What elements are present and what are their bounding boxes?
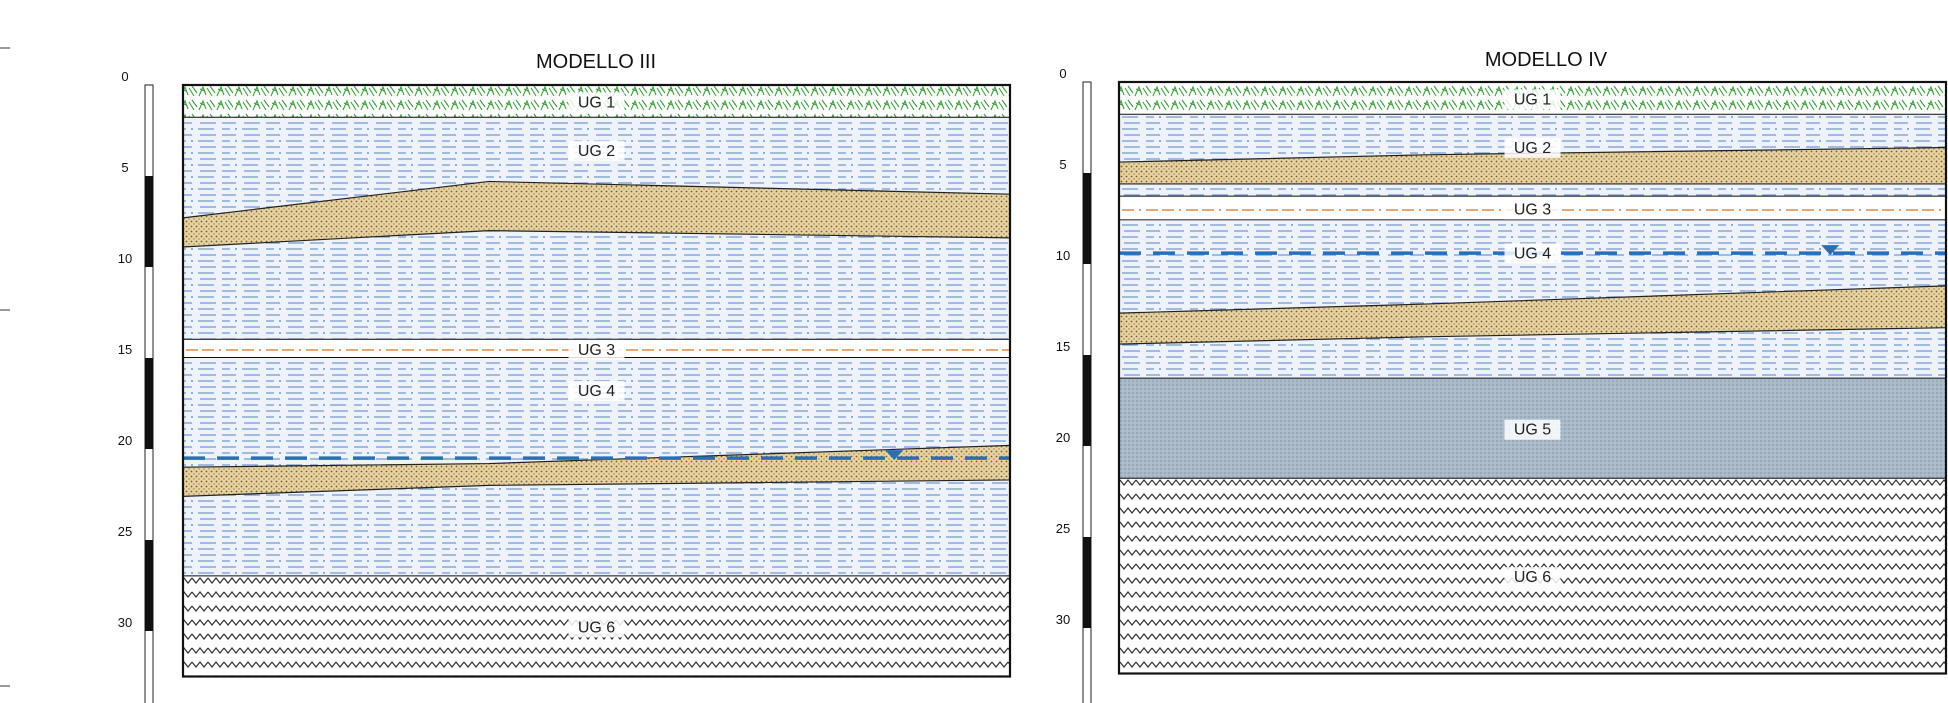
- model-iii-depth-scale: 0 5 10 15 20 25 30: [118, 69, 154, 703]
- model-iv-depth-scale: 0 5 10 15 20 25 30: [1056, 66, 1092, 703]
- depth-scale-segment: [1083, 355, 1091, 446]
- depth-tick-label: 10: [118, 251, 132, 266]
- depth-scale-segment: [145, 358, 153, 449]
- depth-tick-label: 0: [121, 69, 128, 84]
- unit-label-ug4: UG 4: [578, 383, 615, 400]
- unit-label-ug3: UG 3: [1514, 201, 1551, 218]
- unit-label-backdrop: [1504, 199, 1561, 220]
- depth-tick-label: 20: [118, 433, 132, 448]
- depth-scale-segment: [145, 176, 153, 267]
- unit-label-backdrop: [568, 339, 625, 360]
- unit-label-ug2: UG 2: [578, 143, 615, 160]
- model-iii-water-table: [183, 450, 1010, 461]
- unit-label-backdrop: [568, 140, 625, 161]
- unit-label-ug1: UG 1: [1514, 91, 1551, 108]
- depth-tick-label: 5: [121, 160, 128, 175]
- unit-label-backdrop: [1504, 567, 1561, 588]
- model-iii-frame: [181, 83, 1012, 678]
- unit-label-ug6: UG 6: [1514, 569, 1551, 586]
- unit-label-backdrop: [1504, 419, 1561, 440]
- model-iv-section: MODELLO IV 0 5 10 15 20 25 30 UG 1 UG 2 UG 3 UG 4…: [1056, 49, 1948, 703]
- unit-label-backdrop: [568, 92, 625, 113]
- unit-label-ug4: UG 4: [1514, 245, 1551, 262]
- model-iv-sand-lenses: [1118, 146, 1947, 345]
- depth-tick-label: 15: [1056, 339, 1070, 354]
- unit-label-ug2: UG 2: [1514, 140, 1551, 157]
- unit-label-backdrop: [568, 381, 625, 401]
- water-table-icon: [885, 450, 904, 461]
- depth-tick-label: 10: [1056, 248, 1070, 263]
- unit-label-backdrop: [1504, 137, 1561, 158]
- depth-scale-segment: [1083, 537, 1091, 628]
- model-iii-title: MODELLO III: [536, 51, 656, 73]
- unit-label-backdrop: [1504, 89, 1561, 110]
- water-table-icon: [1821, 245, 1840, 256]
- unit-label-backdrop: [1504, 243, 1561, 264]
- model-iv-title: MODELLO IV: [1485, 49, 1608, 71]
- unit-label-ug3: UG 3: [578, 342, 615, 359]
- depth-tick-label: 25: [118, 524, 132, 539]
- depth-scale-segment: [145, 540, 153, 631]
- depth-tick-label: 15: [118, 342, 132, 357]
- unit-label-ug6: UG 6: [578, 619, 615, 636]
- depth-tick-label: 30: [1056, 612, 1070, 627]
- depth-tick-label: 5: [1059, 157, 1066, 172]
- depth-tick-label: 20: [1056, 430, 1070, 445]
- unit-label-backdrop: [568, 617, 625, 638]
- depth-scale-segment: [1083, 173, 1091, 264]
- depth-tick-label: 30: [118, 615, 132, 630]
- page-edge-fragment: [0, 47, 10, 687]
- unit-label-ug5: UG 5: [1514, 422, 1551, 439]
- model-iii-unit-labels: UG 1 UG 2 UG 3 UG 4 UG 6: [568, 92, 625, 638]
- model-iv-frame: [1117, 80, 1948, 675]
- unit-label-ug1: UG 1: [578, 94, 615, 111]
- model-iii-layers: [183, 85, 1010, 678]
- depth-tick-label: 25: [1056, 521, 1070, 536]
- model-iv-unit-labels: UG 1 UG 2 UG 3 UG 4 UG 5 UG 6: [1504, 89, 1561, 588]
- depth-tick-label: 0: [1059, 66, 1066, 81]
